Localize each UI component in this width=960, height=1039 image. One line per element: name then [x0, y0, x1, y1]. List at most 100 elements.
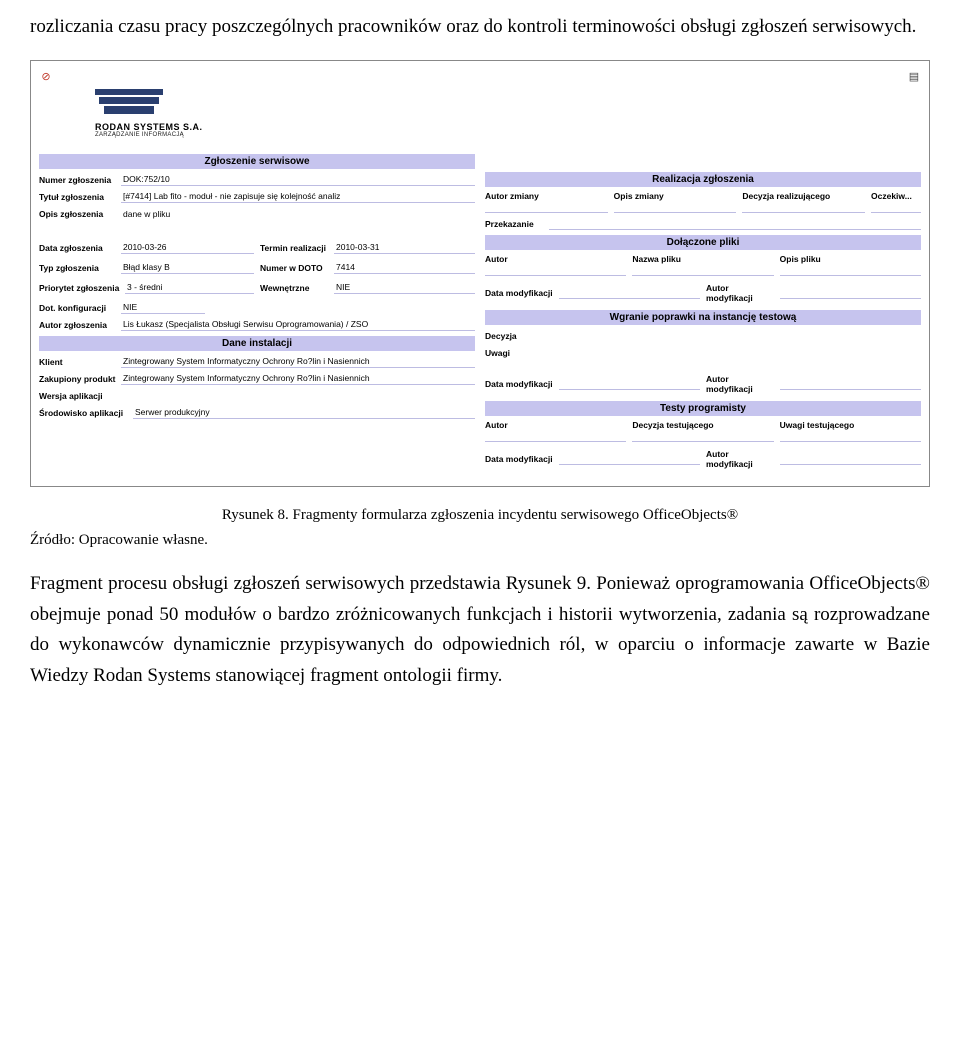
- value-uwagi[interactable]: [529, 348, 921, 359]
- col-opis-zmiany: Opis zmiany: [614, 191, 737, 201]
- value-priorytet[interactable]: 3 - średni: [125, 282, 254, 294]
- label-priorytet: Priorytet zgłoszenia: [39, 283, 125, 293]
- label-srodowisko-aplikacji: Środowisko aplikacji: [39, 408, 133, 418]
- no-entry-icon[interactable]: ⊘: [39, 69, 53, 83]
- col-autor-test: Autor: [485, 420, 626, 430]
- row-priorytet: Priorytet zgłoszenia 3 - średni: [39, 281, 254, 295]
- value-decyzja[interactable]: [529, 331, 921, 342]
- value-klient[interactable]: Zintegrowany System Informatyczny Ochron…: [121, 356, 475, 368]
- col-uwagi-testujacego: Uwagi testującego: [780, 420, 921, 430]
- label-numer-zgloszenia: Numer zgłoszenia: [39, 175, 121, 185]
- value-zakupiony-produkt[interactable]: Zintegrowany System Informatyczny Ochron…: [121, 373, 475, 385]
- row-dot-konfiguracji: Dot. konfiguracji NIE: [39, 301, 475, 315]
- section-testy-programisty: Testy programisty: [485, 401, 921, 416]
- col-oczekiw: Oczekiw...: [871, 191, 921, 201]
- testy-header-row: Autor Decyzja testującego Uwagi testując…: [485, 420, 921, 430]
- col-decyzja-realizujacego: Decyzja realizującego: [742, 191, 865, 201]
- label-data-zgloszenia: Data zgłoszenia: [39, 243, 121, 253]
- row-uwagi: Uwagi: [485, 346, 921, 360]
- col-decyzja-testujacego: Decyzja testującego: [632, 420, 773, 430]
- value-autor-zgloszenia[interactable]: Lis Łukasz (Specjalista Obsługi Serwisu …: [121, 319, 475, 331]
- value-opis-zgloszenia[interactable]: dane w pliku: [121, 209, 475, 220]
- save-icon[interactable]: ▤: [907, 69, 921, 83]
- label-decyzja: Decyzja: [485, 331, 529, 341]
- value-data-zgloszenia[interactable]: 2010-03-26: [121, 242, 254, 254]
- label-data-mod-2: Data modyfikacji: [485, 379, 559, 389]
- label-przekazanie: Przekazanie: [485, 219, 549, 229]
- label-termin-realizacji: Termin realizacji: [260, 243, 334, 253]
- value-wersja-aplikacji[interactable]: [121, 391, 475, 402]
- row-zakupiony-produkt: Zakupiony produkt Zintegrowany System In…: [39, 372, 475, 386]
- value-data-mod-1[interactable]: [559, 287, 700, 299]
- col-opis-pliku: Opis pliku: [780, 254, 921, 264]
- label-tytul-zgloszenia: Tytuł zgłoszenia: [39, 192, 121, 202]
- row-klient: Klient Zintegrowany System Informatyczny…: [39, 355, 475, 369]
- row-przekazanie: Przekazanie: [485, 217, 921, 231]
- row-data-mod-1: Data modyfikacji: [485, 283, 700, 303]
- row-decyzja: Decyzja: [485, 329, 921, 343]
- col-nazwa-pliku: Nazwa pliku: [632, 254, 773, 264]
- col-autor: Autor: [485, 254, 626, 264]
- value-srodowisko-aplikacji[interactable]: Serwer produkcyjny: [133, 407, 475, 419]
- label-wersja-aplikacji: Wersja aplikacji: [39, 391, 121, 401]
- section-dane-instalacji: Dane instalacji: [39, 336, 475, 351]
- row-autor-mod-3: Autor modyfikacji: [706, 449, 921, 469]
- form-topbar: ⊘ ▤: [39, 69, 921, 83]
- row-wewnetrzne: Wewnętrzne NIE: [260, 281, 475, 295]
- value-autor-mod-3[interactable]: [780, 453, 921, 465]
- intro-paragraph: rozliczania czasu pracy poszczególnych p…: [0, 12, 960, 42]
- value-tytul-zgloszenia[interactable]: [#7414] Lab fito - moduł - nie zapisuje …: [121, 191, 475, 203]
- row-autor-zgloszenia: Autor zgłoszenia Lis Łukasz (Specjalista…: [39, 318, 475, 332]
- row-opis-zgloszenia: Opis zgłoszenia dane w pliku: [39, 207, 475, 221]
- label-autor-mod-1: Autor modyfikacji: [706, 283, 780, 303]
- row-numer-zgloszenia: Numer zgłoszenia DOK:752/10: [39, 173, 475, 187]
- label-dot-konfiguracji: Dot. konfiguracji: [39, 303, 121, 313]
- realizacja-header-row: Autor zmiany Opis zmiany Decyzja realizu…: [485, 191, 921, 201]
- label-klient: Klient: [39, 357, 121, 367]
- logo-company-name: RODAN SYSTEMS S.A.: [95, 122, 921, 132]
- label-typ-zgloszenia: Typ zgłoszenia: [39, 263, 121, 273]
- value-przekazanie[interactable]: [549, 218, 921, 230]
- row-data-zgloszenia: Data zgłoszenia 2010-03-26: [39, 241, 254, 255]
- source-note: Źródło: Opracowanie własne.: [0, 532, 960, 549]
- value-termin-realizacji[interactable]: 2010-03-31: [334, 242, 475, 254]
- row-data-mod-3: Data modyfikacji: [485, 449, 700, 469]
- logo-tagline: ZARZĄDZANIE INFORMACJĄ: [95, 132, 921, 138]
- testy-empty-row[interactable]: [485, 431, 921, 442]
- figure-caption: Rysunek 8. Fragmenty formularza zgłoszen…: [0, 507, 960, 524]
- label-numer-doto: Numer w DOTO: [260, 263, 334, 273]
- label-autor-zgloszenia: Autor zgłoszenia: [39, 320, 121, 330]
- label-opis-zgloszenia: Opis zgłoszenia: [39, 209, 121, 219]
- label-uwagi: Uwagi: [485, 348, 529, 358]
- value-typ-zgloszenia[interactable]: Błąd klasy B: [121, 262, 254, 274]
- row-wersja-aplikacji: Wersja aplikacji: [39, 389, 475, 403]
- row-termin-realizacji: Termin realizacji 2010-03-31: [260, 241, 475, 255]
- form-screenshot: ⊘ ▤ RODAN SYSTEMS S.A. ZARZĄDZANIE INFOR…: [30, 60, 930, 487]
- logo-mark-icon: [95, 89, 163, 119]
- row-autor-mod-2: Autor modyfikacji: [706, 374, 921, 394]
- row-numer-doto: Numer w DOTO 7414: [260, 261, 475, 275]
- label-data-mod-3: Data modyfikacji: [485, 454, 559, 464]
- row-tytul-zgloszenia: Tytuł zgłoszenia [#7414] Lab fito - modu…: [39, 190, 475, 204]
- value-autor-mod-1[interactable]: [780, 287, 921, 299]
- value-data-mod-2[interactable]: [559, 378, 700, 390]
- value-numer-zgloszenia[interactable]: DOK:752/10: [121, 174, 475, 186]
- realizacja-empty-row[interactable]: [485, 202, 921, 213]
- section-realizacja-zgloszenia: Realizacja zgłoszenia: [485, 172, 921, 187]
- label-autor-mod-2: Autor modyfikacji: [706, 374, 780, 394]
- label-data-mod-1: Data modyfikacji: [485, 288, 559, 298]
- pliki-empty-row[interactable]: [485, 265, 921, 276]
- row-autor-mod-1: Autor modyfikacji: [706, 283, 921, 303]
- outro-paragraph: Fragment procesu obsługi zgłoszeń serwis…: [0, 569, 960, 691]
- value-autor-mod-2[interactable]: [780, 378, 921, 390]
- row-typ-zgloszenia: Typ zgłoszenia Błąd klasy B: [39, 261, 254, 275]
- row-srodowisko-aplikacji: Środowisko aplikacji Serwer produkcyjny: [39, 406, 475, 420]
- company-logo: RODAN SYSTEMS S.A. ZARZĄDZANIE INFORMACJ…: [95, 89, 921, 138]
- value-wewnetrzne[interactable]: NIE: [334, 282, 475, 294]
- value-data-mod-3[interactable]: [559, 453, 700, 465]
- value-dot-konfiguracji[interactable]: NIE: [121, 302, 205, 314]
- row-data-mod-2: Data modyfikacji: [485, 374, 700, 394]
- value-numer-doto[interactable]: 7414: [334, 262, 475, 274]
- label-autor-mod-3: Autor modyfikacji: [706, 449, 780, 469]
- section-wgranie-poprawki: Wgranie poprawki na instancję testową: [485, 310, 921, 325]
